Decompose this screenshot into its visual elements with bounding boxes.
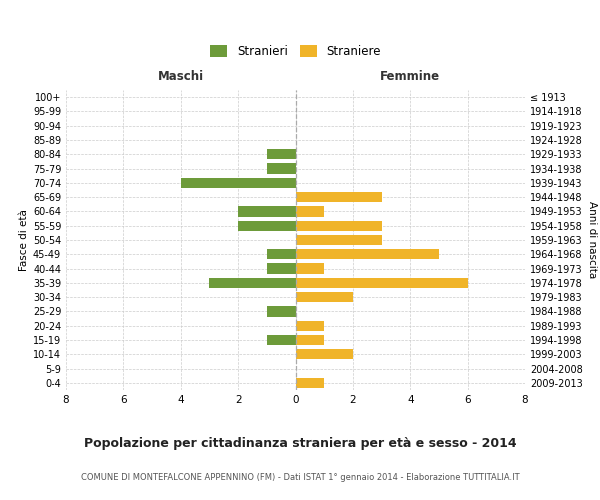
Bar [296, 349, 353, 360]
Text: Maschi: Maschi [158, 70, 204, 82]
Bar [267, 264, 296, 274]
Legend: Stranieri, Straniere: Stranieri, Straniere [210, 45, 381, 58]
Bar [181, 178, 296, 188]
Text: COMUNE DI MONTEFALCONE APPENNINO (FM) - Dati ISTAT 1° gennaio 2014 - Elaborazion: COMUNE DI MONTEFALCONE APPENNINO (FM) - … [80, 472, 520, 482]
Bar [238, 220, 296, 231]
Bar [267, 149, 296, 160]
Bar [267, 306, 296, 316]
Bar [267, 249, 296, 260]
Bar [296, 249, 439, 260]
Bar [296, 235, 382, 245]
Text: Popolazione per cittadinanza straniera per età e sesso - 2014: Popolazione per cittadinanza straniera p… [83, 438, 517, 450]
Bar [296, 378, 324, 388]
Bar [267, 164, 296, 173]
Bar [267, 335, 296, 345]
Bar [296, 220, 382, 231]
Y-axis label: Anni di nascita: Anni di nascita [587, 202, 597, 278]
Bar [296, 320, 324, 331]
Bar [296, 264, 324, 274]
Bar [209, 278, 296, 288]
Bar [296, 278, 467, 288]
Bar [296, 206, 324, 216]
Bar [296, 335, 324, 345]
Bar [238, 206, 296, 216]
Y-axis label: Fasce di età: Fasce di età [19, 209, 29, 271]
Bar [296, 292, 353, 302]
Text: Femmine: Femmine [380, 70, 440, 82]
Bar [296, 192, 382, 202]
